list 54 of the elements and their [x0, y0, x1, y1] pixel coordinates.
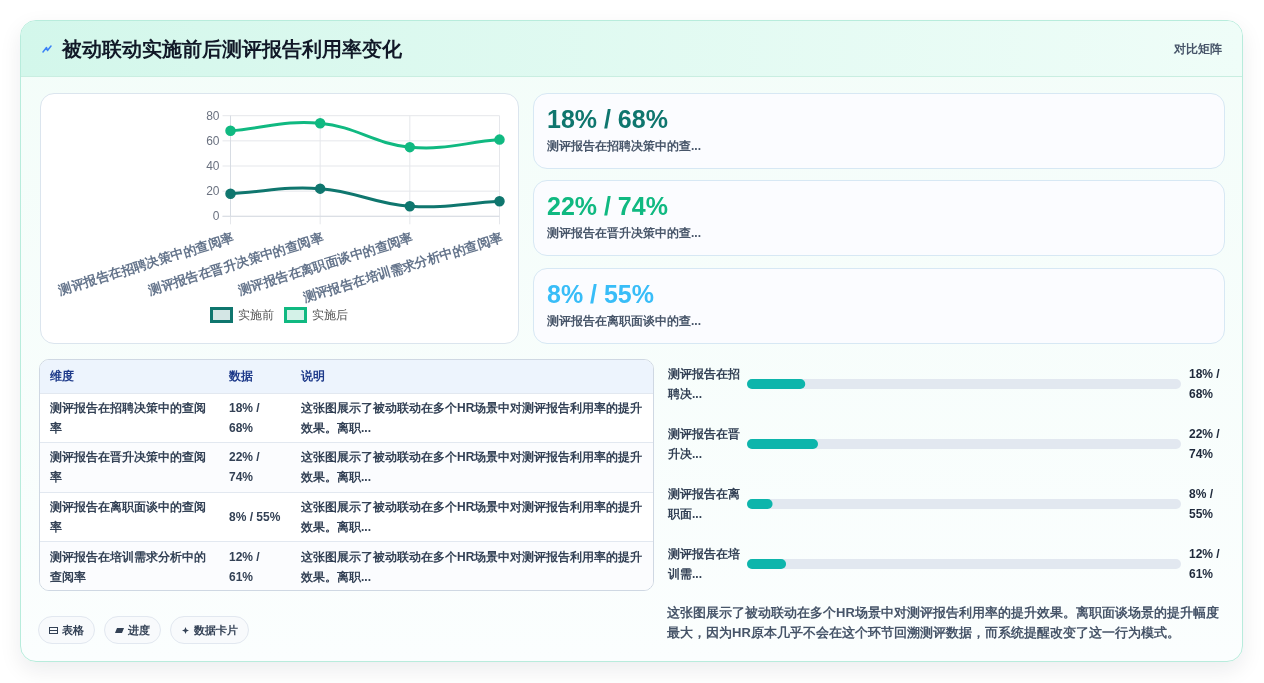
text: 这张图展示了被动联动在多个HR场景中对测评报告利用率的提升效果。离职...	[291, 442, 655, 492]
point	[494, 195, 505, 207]
text: 18% / 68%	[219, 393, 291, 443]
text: 测评报告在离职面谈中的查阅率	[40, 492, 219, 542]
text: 表格	[62, 622, 84, 638]
text: 测评报告在离职面谈中的查...	[547, 313, 702, 329]
legend-label: 实施前	[237, 308, 274, 322]
text: 测评报告在招聘决策中的查阅率	[40, 393, 219, 443]
text: 22% / 74%	[1189, 426, 1221, 463]
y-tick-label: 测评报告在招聘决...	[668, 366, 741, 403]
text: 这张图展示了被动联动在多个HR场景中对测评报告利用率的提升效果。离职...	[291, 492, 655, 542]
text: 测评报告在培训需求分析中的查阅率	[40, 541, 219, 591]
point	[404, 200, 416, 212]
text: 这张图展示了被动联动在多个HR场景中对测评报告利用率的提升效果。离职面谈场景的提升幅度最大，因为HR原本几乎不会在这个环节回溯测评数据，而系统提醒改变了这一行为模式。	[667, 604, 1220, 642]
y-tick-label: 80	[206, 108, 220, 123]
y-tick-label: 测评报告在离职面...	[668, 486, 741, 523]
point	[225, 125, 236, 137]
text: 18% / 68%	[1189, 366, 1221, 403]
y-tick-label: 测评报告在培训需...	[668, 546, 741, 583]
y-tick-label: 测评报告在晋升决...	[668, 426, 741, 463]
text: 测评报告在晋升决策中的查阅率	[40, 442, 219, 492]
y-tick-label: 40	[206, 159, 220, 173]
legend-label: 实施后	[311, 308, 348, 322]
category-label: 数据	[219, 360, 291, 393]
point	[314, 183, 326, 194]
text: 这张图展示了被动联动在多个HR场景中对测评报告利用率的提升效果。离职...	[291, 541, 655, 591]
text: 12% / 61%	[219, 541, 291, 591]
y-tick-label: 20	[206, 184, 220, 199]
text: 8% / 55%	[219, 492, 291, 542]
point	[404, 141, 416, 153]
text: 8% / 55%	[1189, 486, 1215, 523]
text: 22% / 74%	[219, 442, 291, 492]
y-tick-label: 0	[212, 209, 220, 224]
text: 数据卡片	[194, 622, 238, 638]
bar	[747, 439, 818, 449]
text: 12% / 61%	[1189, 546, 1221, 583]
text: 22% / 74%	[547, 191, 668, 222]
y-tick-label: 60	[206, 133, 220, 148]
text: 这张图展示了被动联动在多个HR场景中对测评报告利用率的提升效果。离职...	[291, 393, 655, 443]
bar	[747, 499, 773, 509]
text: 被动联动实施前后测评报告利用率变化	[62, 37, 402, 62]
text: 测评报告在招聘决策中的查...	[547, 138, 702, 154]
text: 8% / 55%	[547, 279, 655, 310]
point	[225, 188, 236, 199]
category-label: 说明	[291, 360, 655, 393]
category-label: 维度	[40, 360, 219, 393]
text: 测评报告在晋升决策中的查...	[547, 225, 702, 241]
text: 对比矩阵	[1174, 41, 1222, 58]
point	[494, 134, 505, 145]
text: 进度	[128, 622, 150, 638]
bar	[747, 559, 787, 569]
text: 18% / 68%	[547, 104, 668, 135]
bar	[747, 379, 806, 389]
point	[314, 118, 326, 129]
